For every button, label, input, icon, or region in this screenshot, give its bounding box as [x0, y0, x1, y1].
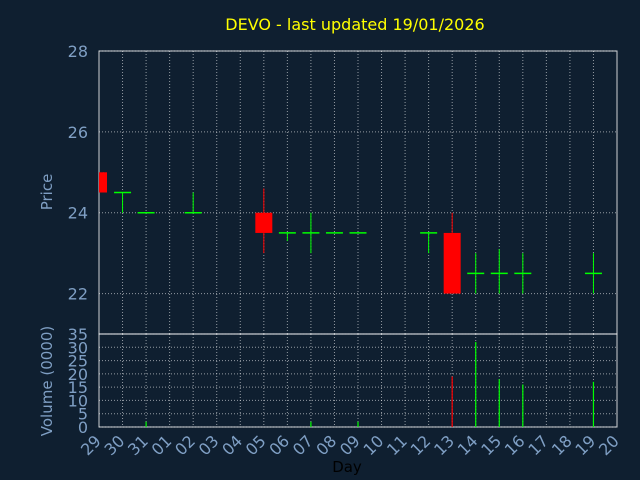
volume-frame	[98, 333, 618, 428]
price-grid	[99, 50, 617, 334]
volume-panel-frame	[98, 333, 618, 428]
price-y-tick-label: 24	[68, 204, 88, 223]
volume-y-tick-label: 0	[78, 418, 88, 437]
candle-16	[514, 253, 532, 294]
volume-y-tick-label: 10	[68, 391, 88, 410]
candle-07	[302, 212, 320, 254]
volume-y-tick-label: 20	[68, 365, 88, 384]
candle-05	[255, 188, 273, 254]
x-tick-labels: 2930310102030405060708091011121314151617…	[77, 431, 623, 459]
candle-30	[114, 191, 132, 213]
x-tick-label: 20	[595, 431, 623, 459]
chart-title: DEVO - last updated 19/01/2026	[225, 15, 484, 34]
x-axis-label: Day	[332, 458, 362, 476]
volume-axis-label: Volume (0000)	[38, 326, 56, 436]
candle-14	[467, 253, 485, 294]
price-y-tick-label: 26	[68, 123, 88, 142]
candle-body	[99, 172, 107, 193]
candle-02	[184, 192, 202, 214]
candle-19	[584, 253, 602, 294]
price-y-tick-label: 28	[68, 42, 88, 61]
price-axis-label: Price	[38, 174, 56, 211]
volume-bars	[145, 341, 595, 427]
candle-12	[420, 232, 438, 254]
price-y-tick-label: 22	[68, 285, 88, 304]
volume-y-tick-label: 25	[68, 352, 88, 371]
candle-15	[490, 249, 508, 294]
candle-13	[443, 212, 461, 294]
volume-y-tick-label: 30	[68, 338, 88, 357]
candle-body	[443, 232, 461, 294]
candle-06	[278, 232, 296, 242]
candle-body	[255, 212, 273, 233]
volume-y-tick-label: 15	[68, 378, 88, 397]
candle-29	[99, 172, 107, 193]
volume-y-tick-label: 35	[68, 325, 88, 344]
volume-grid	[99, 333, 617, 428]
price-y-ticks: 28 26 24 22	[68, 42, 88, 304]
candles	[99, 172, 602, 294]
volume-y-tick-label: 5	[78, 405, 88, 424]
